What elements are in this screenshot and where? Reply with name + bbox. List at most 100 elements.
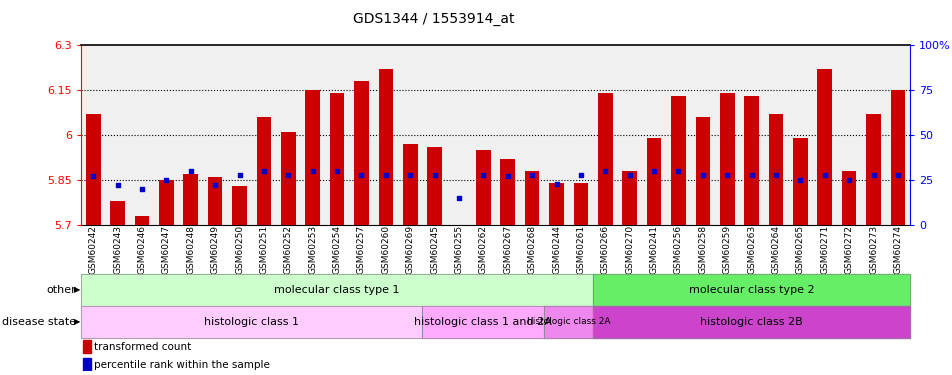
Point: [744, 172, 759, 178]
Bar: [81, 306, 422, 338]
Text: molecular class type 1: molecular class type 1: [274, 285, 400, 295]
Bar: [719, 93, 734, 225]
Point: [841, 177, 856, 183]
Text: GSM60263: GSM60263: [746, 225, 755, 274]
Text: GSM60269: GSM60269: [406, 225, 414, 274]
Bar: [305, 90, 320, 225]
Bar: [646, 138, 661, 225]
Bar: [597, 93, 612, 225]
Bar: [378, 69, 393, 225]
Text: GSM60271: GSM60271: [820, 225, 828, 274]
Point: [329, 168, 345, 174]
Point: [792, 177, 807, 183]
Text: ▶: ▶: [73, 317, 80, 326]
Text: GSM60250: GSM60250: [235, 225, 244, 274]
Point: [378, 172, 393, 178]
Point: [280, 172, 295, 178]
Text: molecular class type 2: molecular class type 2: [688, 285, 814, 295]
Bar: [573, 183, 587, 225]
Point: [622, 172, 637, 178]
Text: ▶: ▶: [73, 285, 80, 294]
Text: GSM60241: GSM60241: [649, 225, 658, 274]
Bar: [544, 306, 592, 338]
Bar: [592, 306, 909, 338]
Bar: [592, 274, 909, 306]
Point: [548, 181, 564, 187]
Bar: [354, 81, 368, 225]
Text: GSM60251: GSM60251: [259, 225, 268, 274]
Bar: [403, 144, 417, 225]
Bar: [256, 117, 271, 225]
Point: [109, 182, 125, 188]
Point: [573, 172, 588, 178]
Bar: [890, 90, 904, 225]
Bar: [744, 96, 758, 225]
Bar: [548, 183, 564, 225]
Bar: [329, 93, 344, 225]
Point: [305, 168, 320, 174]
Bar: [159, 180, 173, 225]
Text: GSM60242: GSM60242: [89, 225, 98, 274]
Text: GSM60249: GSM60249: [210, 225, 219, 274]
Text: GSM60268: GSM60268: [527, 225, 536, 274]
Text: GSM60267: GSM60267: [503, 225, 512, 274]
Point: [353, 172, 368, 178]
Text: GSM60273: GSM60273: [868, 225, 877, 274]
Point: [694, 172, 709, 178]
Bar: [670, 96, 685, 225]
Bar: [695, 117, 709, 225]
Text: other: other: [47, 285, 76, 295]
Point: [183, 168, 198, 174]
Bar: [865, 114, 880, 225]
Text: GSM60272: GSM60272: [843, 225, 853, 274]
Point: [134, 186, 149, 192]
Bar: [622, 171, 636, 225]
Point: [767, 172, 783, 178]
Text: GSM60257: GSM60257: [357, 225, 366, 274]
Point: [86, 173, 101, 179]
Text: histologic class 1 and 2A: histologic class 1 and 2A: [414, 316, 552, 327]
Point: [402, 172, 417, 178]
Point: [597, 168, 612, 174]
Bar: [500, 159, 514, 225]
Point: [816, 172, 831, 178]
Point: [500, 173, 515, 179]
Text: percentile rank within the sample: percentile rank within the sample: [94, 360, 269, 370]
Text: GSM60244: GSM60244: [551, 225, 561, 274]
Bar: [208, 177, 222, 225]
Text: disease state: disease state: [2, 316, 76, 327]
Point: [475, 172, 490, 178]
Text: GSM60255: GSM60255: [454, 225, 463, 274]
Text: GSM60264: GSM60264: [771, 225, 780, 274]
Text: GSM60243: GSM60243: [113, 225, 122, 274]
Point: [159, 177, 174, 183]
Bar: [592, 306, 909, 338]
Bar: [81, 274, 592, 306]
Text: GDS1344 / 1553914_at: GDS1344 / 1553914_at: [352, 12, 513, 26]
Text: GSM60274: GSM60274: [892, 225, 902, 274]
Text: GSM60261: GSM60261: [576, 225, 585, 274]
Bar: [544, 306, 592, 338]
Text: histologic class 2A: histologic class 2A: [526, 317, 610, 326]
Bar: [86, 114, 100, 225]
Text: GSM60253: GSM60253: [307, 225, 317, 274]
Bar: [183, 174, 198, 225]
Point: [645, 168, 661, 174]
Bar: [841, 171, 856, 225]
Text: GSM60270: GSM60270: [625, 225, 633, 274]
Point: [426, 172, 442, 178]
Bar: [422, 306, 544, 338]
Point: [670, 168, 685, 174]
Bar: [110, 201, 125, 225]
Text: GSM60248: GSM60248: [186, 225, 195, 274]
Point: [524, 172, 539, 178]
Bar: [792, 138, 807, 225]
Text: histologic class 2B: histologic class 2B: [700, 316, 803, 327]
Text: GSM60254: GSM60254: [332, 225, 341, 274]
Text: GSM60260: GSM60260: [381, 225, 390, 274]
Bar: [83, 358, 90, 371]
Text: transformed count: transformed count: [94, 342, 191, 352]
Bar: [232, 186, 247, 225]
Text: GSM60262: GSM60262: [478, 225, 487, 274]
Text: GSM60259: GSM60259: [722, 225, 731, 274]
